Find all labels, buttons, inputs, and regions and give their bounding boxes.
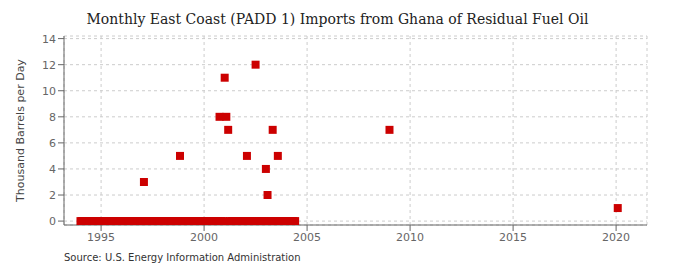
- svg-text:0: 0: [49, 215, 56, 228]
- svg-text:Thousand Barrels per Day: Thousand Barrels per Day: [14, 59, 27, 203]
- svg-text:1995: 1995: [87, 231, 115, 244]
- svg-text:8: 8: [49, 111, 56, 124]
- svg-text:2000: 2000: [190, 231, 218, 244]
- svg-text:4: 4: [49, 163, 56, 176]
- svg-text:2: 2: [49, 189, 56, 202]
- svg-text:10: 10: [42, 85, 56, 98]
- svg-text:2010: 2010: [396, 231, 424, 244]
- svg-text:14: 14: [42, 33, 56, 46]
- svg-text:2005: 2005: [293, 231, 321, 244]
- svg-text:2015: 2015: [499, 231, 527, 244]
- html-text:Monthly East Coast (PADD 1) Im: Monthly East Coast (PADD 1) Imports from…: [86, 11, 589, 27]
- html-text:Source: U.S. Energy Informatio: Source: U.S. Energy Information Administ…: [64, 252, 301, 263]
- svg-text:6: 6: [49, 137, 56, 150]
- svg-text:2020: 2020: [602, 231, 630, 244]
- svg-text:12: 12: [42, 59, 56, 72]
